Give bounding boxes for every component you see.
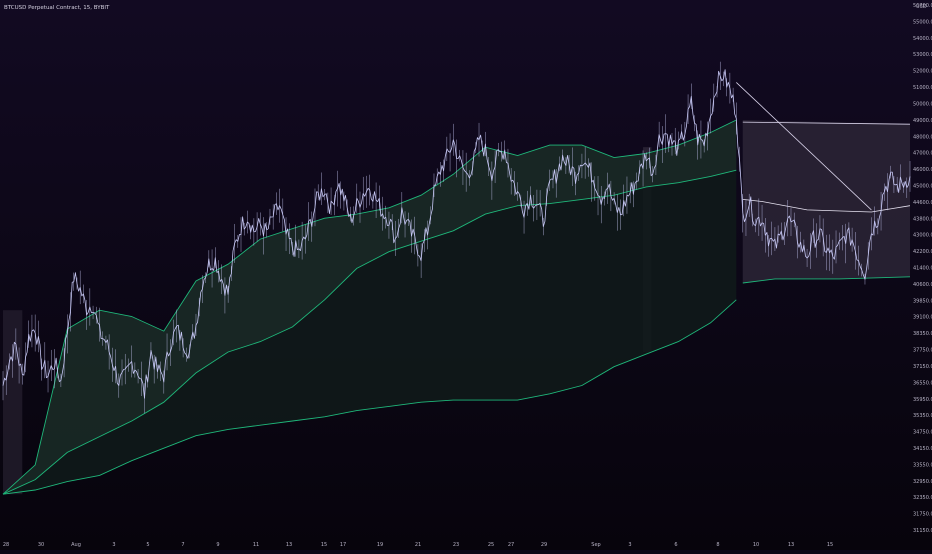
y-tick-label: 37750.0 <box>913 348 932 354</box>
y-tick-label: 54000.0 <box>913 36 932 42</box>
y-tick-label: 42200.0 <box>913 249 932 255</box>
band-fills <box>3 120 737 495</box>
x-tick-label: 25 <box>488 542 494 548</box>
y-tick-label: 43800.0 <box>913 216 932 222</box>
symbol-title: BTCUSD Perpetual Contract, 15, BYBIT <box>4 5 110 11</box>
y-tick-label: 37150.0 <box>913 364 932 370</box>
y-tick-label: 34150.0 <box>913 446 932 452</box>
x-tick-label: 30 <box>38 542 44 548</box>
y-tick-label: 39100.0 <box>913 315 932 321</box>
x-tick-label: 19 <box>377 542 383 548</box>
x-tick-label: 3 <box>628 542 631 548</box>
x-tick-label: 11 <box>253 542 259 548</box>
x-tick-label: 7 <box>181 542 184 548</box>
x-tick-label: 13 <box>286 542 292 548</box>
y-tick-label: 35950.0 <box>913 397 932 403</box>
x-tick-label: 21 <box>415 542 421 548</box>
y-tick-label: 49000.0 <box>913 118 932 124</box>
x-tick-label: 15 <box>321 542 327 548</box>
y-tick-label: 40600.0 <box>913 282 932 288</box>
x-tick-label: 17 <box>340 542 346 548</box>
y-tick-label: 31750.0 <box>913 512 932 518</box>
y-tick-label: 35350.0 <box>913 413 932 419</box>
x-tick-label: 10 <box>753 542 759 548</box>
x-tick-label: 27 <box>508 542 514 548</box>
y-tick-label: 53000.0 <box>913 52 932 58</box>
projection-top-line <box>742 121 911 125</box>
y-tick-label: 47000.0 <box>913 151 932 157</box>
lower-band-line <box>2 299 737 495</box>
x-tick-label: Sep <box>591 542 600 548</box>
band-lines <box>2 119 911 495</box>
y-tick-label: 44600.0 <box>913 200 932 206</box>
y-tick-label: 34750.0 <box>913 430 932 436</box>
price-series <box>2 61 911 414</box>
y-tick-label: 32950.0 <box>913 479 932 485</box>
y-tick-label: 51000.0 <box>913 85 932 91</box>
y-tick-label: 33550.0 <box>913 462 932 468</box>
x-tick-label: 8 <box>716 542 719 548</box>
y-tick-label: 48000.0 <box>913 134 932 140</box>
y-tick-label: 52000.0 <box>913 69 932 75</box>
y-tick-label: 50000.0 <box>913 101 932 107</box>
x-tick-label: 9 <box>216 542 219 548</box>
y-tick-label: 45000.0 <box>913 183 932 189</box>
projection-line <box>736 82 872 211</box>
x-tick-label: 23 <box>453 542 459 548</box>
upper-band-right-line <box>742 199 911 213</box>
y-tick-label: 36550.0 <box>913 380 932 386</box>
grey-zone-left <box>3 310 23 495</box>
y-tick-label: 41400.0 <box>913 266 932 272</box>
price-axis[interactable]: 56700.0 55000.0 54000.0 53000.0 52000.0 51000… <box>913 3 932 534</box>
lower-band-fill <box>3 170 737 495</box>
y-tick-label: 39850.0 <box>913 298 932 304</box>
y-tick-label: 46000.0 <box>913 167 932 173</box>
x-tick-label: 3 <box>112 542 115 548</box>
mid-band-right-line <box>742 276 911 284</box>
x-tick-label: 13 <box>788 542 794 548</box>
x-tick-label: 15 <box>827 542 833 548</box>
y-tick-label: 32350.0 <box>913 495 932 501</box>
y-tick-label: 31150.0 <box>913 528 932 534</box>
x-tick-label: 6 <box>674 542 677 548</box>
mid-band-line <box>2 169 737 495</box>
x-tick-label: 28 <box>3 542 9 548</box>
y-tick-label: 38350.0 <box>913 331 932 337</box>
y-tick-label: 56700.0 <box>913 3 932 9</box>
time-axis[interactable]: 28 30 Aug 3 5 7 9 11 13 15 17 19 21 23 25 27 29 Sep 3 6 8 10 1… <box>3 542 833 548</box>
upper-band-line <box>2 119 737 495</box>
y-tick-label: 55000.0 <box>913 19 932 25</box>
upper-band-fill <box>3 120 737 495</box>
x-tick-label: 29 <box>541 542 547 548</box>
x-tick-label: Aug <box>71 542 81 548</box>
y-tick-label: 43000.0 <box>913 233 932 239</box>
currency-label: USD <box>916 4 927 10</box>
x-tick-label: 5 <box>146 542 149 548</box>
